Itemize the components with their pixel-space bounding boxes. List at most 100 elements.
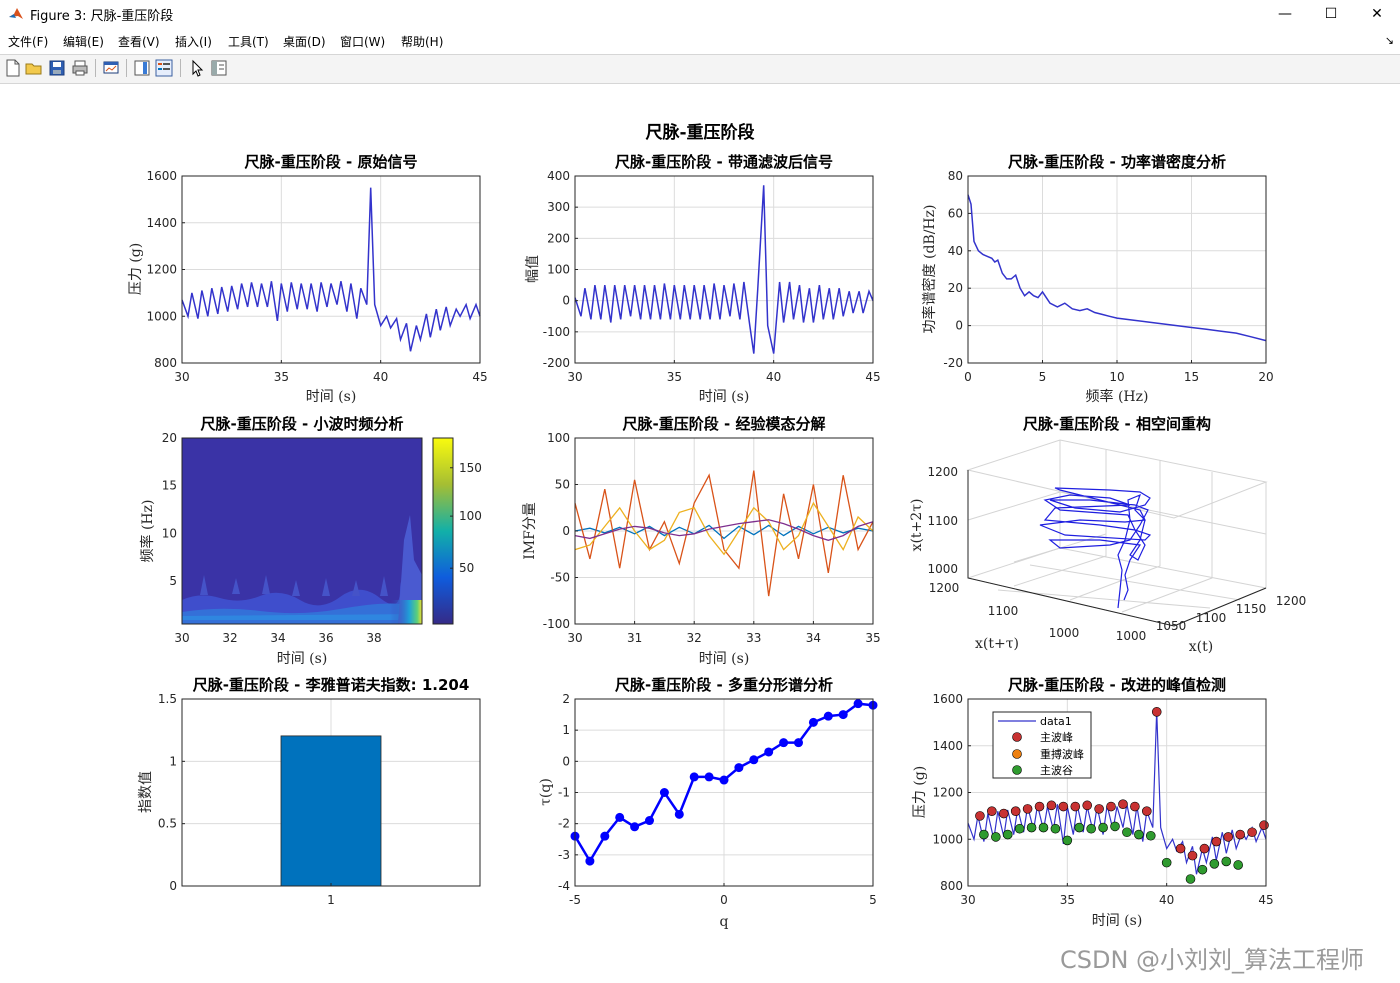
menu-insert[interactable]: 插入(I) bbox=[175, 35, 212, 49]
colorbar[interactable] bbox=[432, 437, 454, 625]
3d-axes-edges bbox=[967, 470, 1267, 627]
lyapunov-value: 1.204 bbox=[422, 676, 469, 694]
open-file-icon[interactable] bbox=[24, 58, 44, 78]
legend-icon[interactable] bbox=[154, 58, 174, 78]
y-tick-label: 20 bbox=[948, 281, 963, 295]
tau-point bbox=[689, 772, 699, 782]
legend-marker-icon bbox=[1012, 732, 1022, 742]
y-tick-label: -4 bbox=[558, 879, 570, 893]
grid-lines bbox=[574, 698, 874, 887]
peak-marker bbox=[991, 832, 1001, 842]
subplot-multifractal[interactable]: 尺脉-重压阶段 - 多重分形谱分析 -5 0 5 -4 -3 -2 -1 0 1 2 q τ(q) bbox=[538, 676, 878, 930]
x-axis-label: 时间 (s) bbox=[277, 651, 328, 667]
peak-marker bbox=[1058, 801, 1069, 812]
y-tick-label: 1200 bbox=[929, 581, 960, 595]
lyapunov-bar[interactable] bbox=[280, 735, 382, 887]
subplot-wavelet[interactable]: 尺脉-重压阶段 - 小波时频分析 30 32 34 36 38 5 10 15 20 时间 (s… bbox=[139, 415, 482, 667]
x-tick-label: 5 bbox=[1039, 370, 1047, 384]
y-tick-label: 1 bbox=[169, 754, 177, 768]
x-tick-label: 0 bbox=[964, 370, 972, 384]
y-tick-label: 0.5 bbox=[158, 817, 177, 831]
print-icon[interactable] bbox=[70, 58, 90, 78]
peak-marker bbox=[1074, 822, 1085, 833]
tau-point bbox=[600, 831, 610, 841]
legend-entry: 主波谷 bbox=[1040, 764, 1073, 777]
grid-lines bbox=[967, 175, 1267, 364]
peak-marker bbox=[1211, 836, 1222, 847]
maximize-button[interactable]: ☐ bbox=[1324, 6, 1338, 22]
menu-help[interactable]: 帮助(H) bbox=[401, 35, 444, 49]
subplot-phase-space[interactable]: 尺脉-重压阶段 - 相空间重构 100010501100115012001000… bbox=[909, 415, 1306, 655]
peak-marker bbox=[1026, 822, 1037, 833]
x-tick-label: 20 bbox=[1258, 370, 1273, 384]
tau-point bbox=[794, 738, 803, 748]
menu-view[interactable]: 查看(V) bbox=[118, 35, 160, 49]
tau-point bbox=[808, 717, 818, 727]
heatmap-band bbox=[182, 614, 422, 620]
legend-box bbox=[992, 711, 1092, 779]
plot-title: 尺脉-重压阶段 - 李雅普诺夫指数: 1.204 bbox=[193, 676, 470, 694]
x-tick-label: 30 bbox=[174, 370, 189, 384]
minimize-button[interactable]: — bbox=[1278, 6, 1292, 22]
x-tick-label: 35 bbox=[1060, 893, 1075, 907]
subplot-lyapunov[interactable]: 尺脉-重压阶段 - 李雅普诺夫指数: 1.204 1 0 0.5 1 1.5 指数值 bbox=[138, 676, 481, 907]
x-axis-label: 时间 (s) bbox=[1092, 913, 1143, 929]
x-tick-label: 1200 bbox=[1276, 594, 1307, 608]
subplot-peak-detection[interactable]: 尺脉-重压阶段 - 改进的峰值检测 30 35 40 45 800 1000 1200 140… bbox=[912, 676, 1274, 929]
y-tick-label: 800 bbox=[154, 356, 177, 370]
peak-marker bbox=[1187, 850, 1198, 861]
subplot-filtered-signal[interactable]: 尺脉-重压阶段 - 带通滤波后信号 30 35 40 45 -200 -100 0 100 20… bbox=[525, 153, 881, 405]
peak-marker bbox=[1145, 830, 1156, 841]
legend-entry: data1 bbox=[1040, 715, 1072, 728]
save-icon[interactable] bbox=[47, 58, 67, 78]
tick-labels: 1000 1050 1100 1150 1200 1000 1100 1200 1000 1100… bbox=[927, 465, 1306, 643]
peak-marker bbox=[1002, 829, 1013, 840]
x-tick-label: 1 bbox=[327, 893, 335, 907]
x-tick-label: 34 bbox=[270, 631, 285, 645]
y-tick-label: 1400 bbox=[932, 739, 963, 753]
x-tick-label: 32 bbox=[222, 631, 237, 645]
tau-point bbox=[645, 816, 654, 826]
peak-marker bbox=[1247, 827, 1257, 838]
new-figure-icon[interactable] bbox=[3, 58, 23, 78]
legend[interactable]: data1 主波峰 重搏波峰 主波谷 bbox=[992, 711, 1092, 779]
menu-expand-icon[interactable]: ↘ bbox=[1384, 34, 1394, 47]
x-tick-label: 10 bbox=[1109, 370, 1124, 384]
subplot-emd[interactable]: 尺脉-重压阶段 - 经验模态分解 30 31 32 33 34 35 -100 -50 0 50 1… bbox=[522, 415, 881, 667]
colorbar-icon[interactable] bbox=[132, 58, 152, 78]
plot-title: 尺脉-重压阶段 - 相空间重构 bbox=[1023, 415, 1211, 433]
x-tick-label: 32 bbox=[687, 631, 702, 645]
menu-window[interactable]: 窗口(W) bbox=[340, 35, 386, 49]
pointer-icon[interactable] bbox=[187, 58, 207, 78]
toolbar-separator bbox=[180, 59, 181, 77]
x-tick-label: 40 bbox=[1159, 893, 1174, 907]
link-plot-icon[interactable] bbox=[101, 58, 121, 78]
y-tick-label: 0 bbox=[955, 319, 963, 333]
peak-marker bbox=[1010, 806, 1021, 817]
subplot-raw-signal[interactable]: 尺脉-重压阶段 - 原始信号 30 35 40 45 800 1000 1200 1400 16… bbox=[128, 153, 488, 405]
peak-marker bbox=[1070, 801, 1081, 812]
property-editor-icon[interactable] bbox=[209, 58, 229, 78]
plot-title: 尺脉-重压阶段 - 带通滤波后信号 bbox=[615, 153, 833, 171]
x-tick-label: 31 bbox=[627, 631, 642, 645]
y-tick-label: -50 bbox=[550, 571, 570, 585]
heatmap-hotspot bbox=[390, 600, 422, 624]
x-tick-label: 40 bbox=[373, 370, 388, 384]
z-axis-label: x(t+2τ) bbox=[909, 499, 925, 552]
y-axis-label: 指数值 bbox=[138, 771, 154, 813]
peak-marker bbox=[1151, 707, 1162, 717]
peak-marker bbox=[1134, 829, 1144, 840]
tick-labels: 30 35 40 45 800 1000 1200 1400 1600 bbox=[932, 692, 1273, 907]
menu-tools[interactable]: 工具(T) bbox=[228, 35, 269, 49]
peak-marker bbox=[1209, 858, 1220, 869]
x-tick-label: 35 bbox=[865, 631, 880, 645]
phase-trajectory bbox=[1039, 487, 1152, 609]
legend-marker-icon bbox=[1012, 749, 1022, 759]
menu-desktop[interactable]: 桌面(D) bbox=[283, 35, 326, 49]
menu-file[interactable]: 文件(F) bbox=[8, 35, 49, 49]
signal-line bbox=[574, 185, 874, 354]
peak-marker bbox=[1038, 822, 1049, 833]
close-button[interactable]: ✕ bbox=[1371, 6, 1383, 22]
menu-edit[interactable]: 编辑(E) bbox=[63, 35, 104, 49]
